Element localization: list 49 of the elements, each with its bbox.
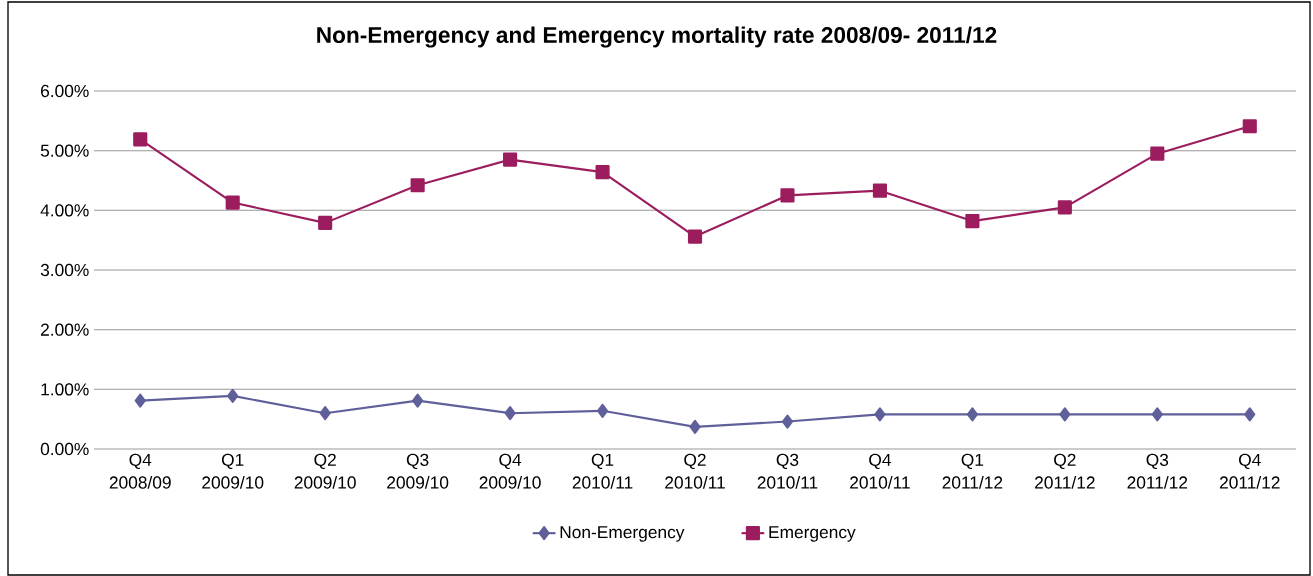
legend-label: Emergency bbox=[769, 526, 856, 542]
y-tick-label: 3.00% bbox=[40, 263, 89, 277]
point bbox=[503, 152, 518, 167]
x-tick-label: Q2 2011/12 bbox=[1035, 453, 1095, 489]
point bbox=[596, 403, 609, 418]
point bbox=[1057, 200, 1072, 215]
x-tick-label: Q4 2008/09 bbox=[109, 453, 171, 489]
point bbox=[1151, 407, 1163, 422]
x-tick-label: Q3 2011/12 bbox=[1127, 453, 1188, 489]
legend-label: Non-Emergency bbox=[560, 526, 685, 542]
y-tick-label: 2.00% bbox=[41, 323, 89, 336]
x-tick-label: Q4 2011/12 bbox=[1219, 453, 1280, 489]
point bbox=[318, 215, 333, 230]
point bbox=[781, 414, 794, 429]
point bbox=[595, 165, 610, 180]
x-tick-label: Q4 2010/11 bbox=[850, 453, 910, 489]
x-tick-label: Q2 2009/10 bbox=[294, 453, 356, 489]
point bbox=[227, 388, 239, 403]
point bbox=[966, 407, 978, 422]
x-tick-label: Q2 2010/11 bbox=[665, 453, 725, 489]
x-tick-label: Q4 2009/10 bbox=[479, 453, 541, 489]
point bbox=[1242, 119, 1257, 134]
point bbox=[225, 195, 240, 210]
y-tick-label: 5.00% bbox=[40, 144, 89, 157]
point bbox=[412, 393, 424, 408]
point bbox=[133, 132, 148, 147]
point bbox=[1150, 146, 1165, 161]
point bbox=[780, 188, 795, 203]
point bbox=[874, 407, 886, 422]
point bbox=[1059, 407, 1071, 422]
x-tick-label: Q1 2010/11 bbox=[572, 453, 633, 489]
point bbox=[689, 419, 701, 434]
y-tick-label: 1.00% bbox=[41, 383, 89, 396]
x-tick-label: Q3 2010/11 bbox=[757, 453, 818, 489]
y-tick-label: 4.00% bbox=[40, 204, 89, 217]
point bbox=[965, 214, 980, 229]
x-tick-label: Q1 2009/10 bbox=[202, 453, 264, 489]
x-tick-label: Q1 2011/12 bbox=[942, 453, 1003, 489]
y-tick-label: 6.00% bbox=[41, 84, 89, 98]
point bbox=[319, 406, 331, 421]
chart-title: Non-Emergency and Emergency mortality rate 2008/09- 2011/12 bbox=[317, 26, 997, 48]
point bbox=[1244, 407, 1256, 422]
point bbox=[872, 183, 887, 198]
point bbox=[410, 178, 425, 193]
x-tick-label: Q3 2009/10 bbox=[387, 453, 449, 489]
y-tick-label: 0.00% bbox=[40, 442, 89, 456]
point bbox=[134, 393, 146, 408]
point bbox=[687, 229, 703, 244]
point bbox=[504, 406, 516, 421]
